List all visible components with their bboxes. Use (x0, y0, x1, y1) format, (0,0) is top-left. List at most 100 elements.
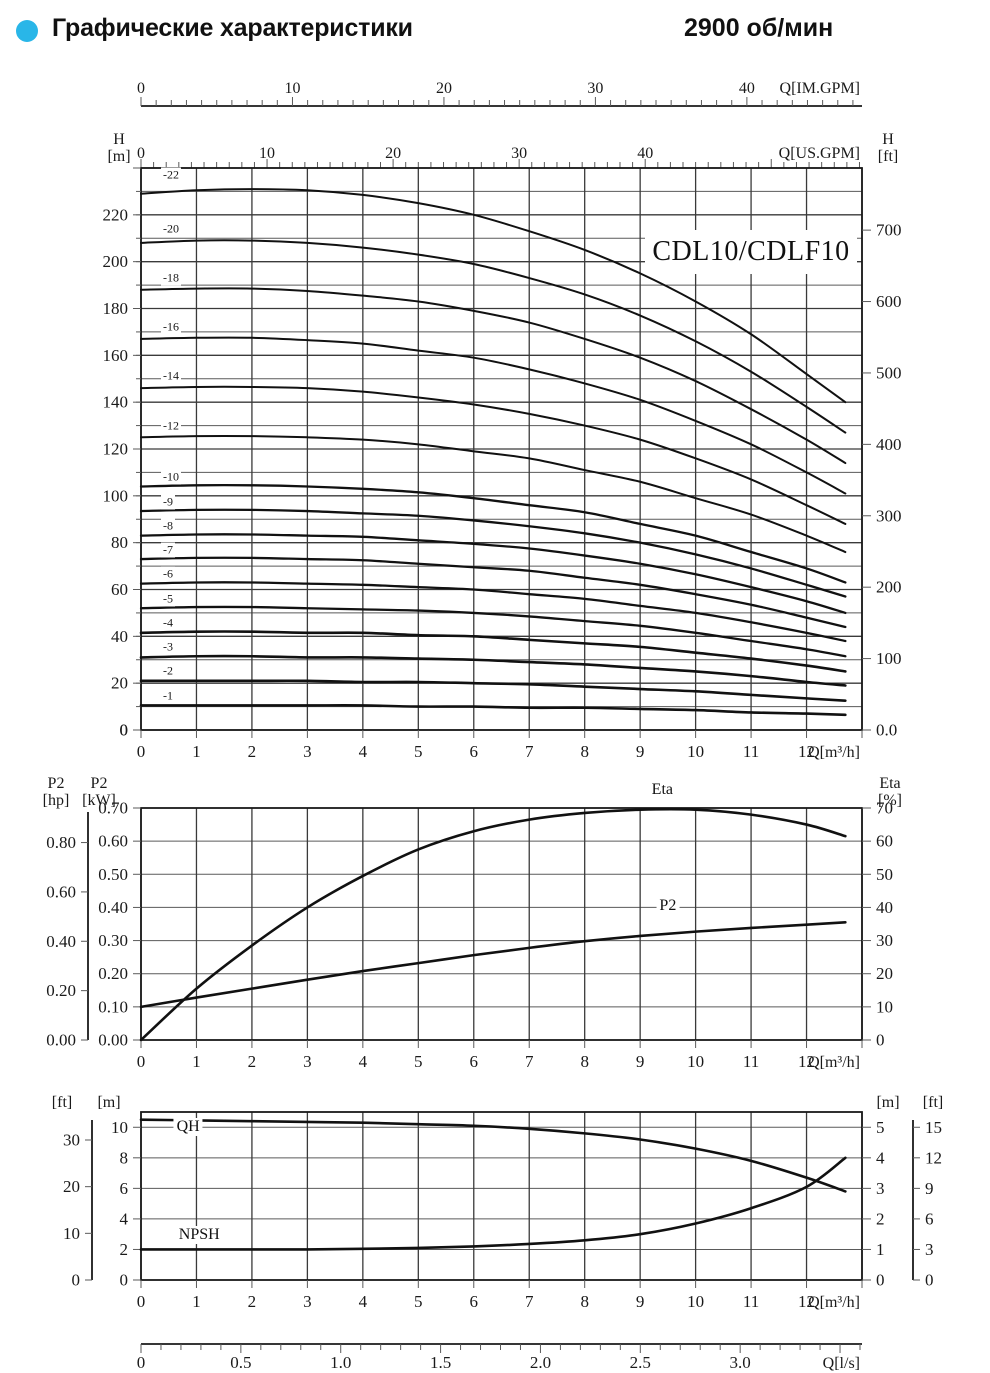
q-us-gpm-tick-label: 20 (385, 145, 401, 162)
h-m-tick-label: 2 (120, 1240, 129, 1259)
npsh-h-m-axis-unit: [m] (97, 1094, 120, 1111)
npsh-ft-tick-label: 12 (925, 1148, 942, 1167)
power-x-tick-label: 4 (359, 1052, 368, 1071)
main-x-tick-label: 3 (303, 742, 312, 761)
stage-label-16: -16 (161, 319, 181, 335)
main-qh-chart: 0 10 20 30 40 Q[IM.GPM] 0 10 20 30 40 Q[US.GPM] 0 20 4… (0, 62, 990, 772)
p2-kw-axis-name: P2 (91, 775, 108, 792)
power-x-tick-label: 10 (687, 1052, 704, 1071)
main-y-tick-label: 0 (120, 721, 129, 740)
main-x-tick-label: 7 (525, 742, 534, 761)
q-ls-axis-title: Q[l/s] (823, 1355, 860, 1372)
npsh-qh-plot: 0246810H[m]0102030H[ft]012345NPSH[m]0369… (52, 1090, 954, 1372)
power-x-tick-label: 6 (470, 1052, 479, 1071)
h-ft-axis-name: H (882, 131, 894, 148)
h-ft-axis-unit: [ft] (878, 148, 898, 165)
q-ls-tick-label: 2.0 (530, 1353, 551, 1372)
p2-hp-axis-name: P2 (48, 775, 65, 792)
npsh-h-ft-axis-name: H (56, 1090, 68, 1094)
main-y-tick-label: 160 (103, 346, 129, 365)
power-x-tick-label: 7 (525, 1052, 534, 1071)
q-ls-tick-label: 0.5 (230, 1353, 251, 1372)
qh-curve-stage20 (140, 239, 847, 434)
stage-label-6: -6 (161, 566, 175, 582)
npsh-x-tick-label: 3 (303, 1292, 312, 1311)
qh-curve-stage8 (139, 533, 847, 615)
eta-tick-label: 40 (876, 898, 893, 917)
main-x-tick-label: 4 (359, 742, 368, 761)
q-ls-tick-label: 1.0 (330, 1353, 351, 1372)
p2-curve (139, 921, 847, 1009)
p2-hp-tick-label: 0.80 (46, 833, 76, 852)
eta-tick-label: 50 (876, 865, 893, 884)
main-x-tick-label: 8 (580, 742, 589, 761)
h-m-tick-label: 4 (120, 1209, 129, 1228)
p2-hp-tick-label: 0.60 (46, 882, 76, 901)
eta-axis-name: Eta (879, 775, 900, 792)
main-x-tick-label: 0 (137, 742, 146, 761)
npsh-ft-tick-label: 0 (925, 1271, 934, 1290)
qh-curve-stage12 (140, 434, 847, 554)
npsh-ft-tick-label: 6 (925, 1209, 934, 1228)
stage-label-8: -8 (161, 518, 175, 534)
eta-tick-label: 30 (876, 931, 893, 950)
page-title: Графические характеристики (52, 14, 413, 42)
p2-kw-tick-label: 0.60 (98, 832, 128, 851)
stage-label-5: -5 (161, 591, 175, 607)
npsh-m-axis-unit: [m] (876, 1094, 899, 1111)
main-y-tick-label: 140 (103, 393, 129, 412)
eta-tick-label: 60 (876, 832, 893, 851)
stage-label-10: -10 (161, 469, 181, 485)
npsh-m-axis-name: NPSH (868, 1090, 909, 1094)
qh-curve-stage1 (139, 704, 847, 717)
q-im-gpm-tick-label: 40 (739, 80, 755, 97)
power-efficiency-chart: 0.00 0.10 0.20 0.30 0.40 0.50 0.60 0.70 P2 [kW] 0.… (0, 772, 990, 1090)
npsh-ft-axis-unit: [ft] (923, 1094, 943, 1111)
npsh-curve (139, 1156, 847, 1251)
qh-curve (139, 1118, 847, 1193)
q-ls-tick-label: 0 (137, 1353, 146, 1372)
main-y2-tick-label: 600 (876, 292, 902, 311)
q-us-gpm-tick-label: 0 (137, 145, 145, 162)
npsh-ft-axis-name: NPSH (913, 1090, 954, 1094)
q-ls-tick-label: 1.5 (430, 1353, 451, 1372)
p2-curve-label: P2 (656, 897, 680, 916)
power-x-axis-title: Q[m³/h] (808, 1054, 860, 1071)
eta-tick-label: 70 (876, 799, 893, 818)
eta-axis-unit: [%] (878, 792, 902, 809)
model-name: CDL10/CDLF10 (652, 236, 850, 267)
npsh-qh-chart: 0246810H[m]0102030H[ft]012345NPSH[m]0369… (0, 1090, 990, 1373)
npsh-x-tick-label: 9 (636, 1292, 645, 1311)
p2-kw-tick-label: 0.20 (98, 964, 128, 983)
main-y2-tick-label: 0.0 (876, 721, 897, 740)
qh-curve-stage16 (140, 336, 847, 495)
npsh-x-tick-label: 6 (470, 1292, 479, 1311)
p2-hp-tick-label: 0.20 (46, 981, 76, 1000)
power-plot-frame (140, 807, 863, 1041)
p2-kw-tick-label: 0.00 (98, 1031, 128, 1050)
q-im-gpm-tick-label: 30 (587, 80, 603, 97)
npsh-x-tick-label: 10 (687, 1292, 704, 1311)
q-ls-tick-label: 2.5 (630, 1353, 651, 1372)
eta-curve-label: Eta (648, 781, 676, 799)
qh-curve-stage7 (139, 556, 847, 629)
p2-kw-tick-label: 0.40 (98, 898, 128, 917)
qh-curve-stage6 (139, 581, 847, 643)
power-x-tick-label: 11 (743, 1052, 759, 1071)
npsh-x-tick-label: 8 (580, 1292, 589, 1311)
npsh-x-tick-label: 5 (414, 1292, 423, 1311)
qh-curve-stage22 (140, 188, 847, 404)
h-m-tick-label: 10 (111, 1118, 128, 1137)
main-y-tick-label: 100 (103, 486, 129, 505)
main-x-tick-label: 10 (687, 742, 704, 761)
stage-label-20: -20 (161, 221, 181, 237)
npsh-m-tick-label: 3 (876, 1179, 885, 1198)
main-y-zero-label: 0 (120, 721, 129, 740)
npsh-h-ft-axis-unit: [ft] (52, 1094, 72, 1111)
main-x-tick-label: 5 (414, 742, 423, 761)
main-x-tick-label: 11 (743, 742, 759, 761)
main-y2-tick-label: 500 (876, 363, 902, 382)
eta-tick-label: 20 (876, 964, 893, 983)
p2-hp-tick-label: 0.00 (46, 1031, 76, 1050)
p2-kw-tick-label: 0.70 (98, 799, 128, 818)
